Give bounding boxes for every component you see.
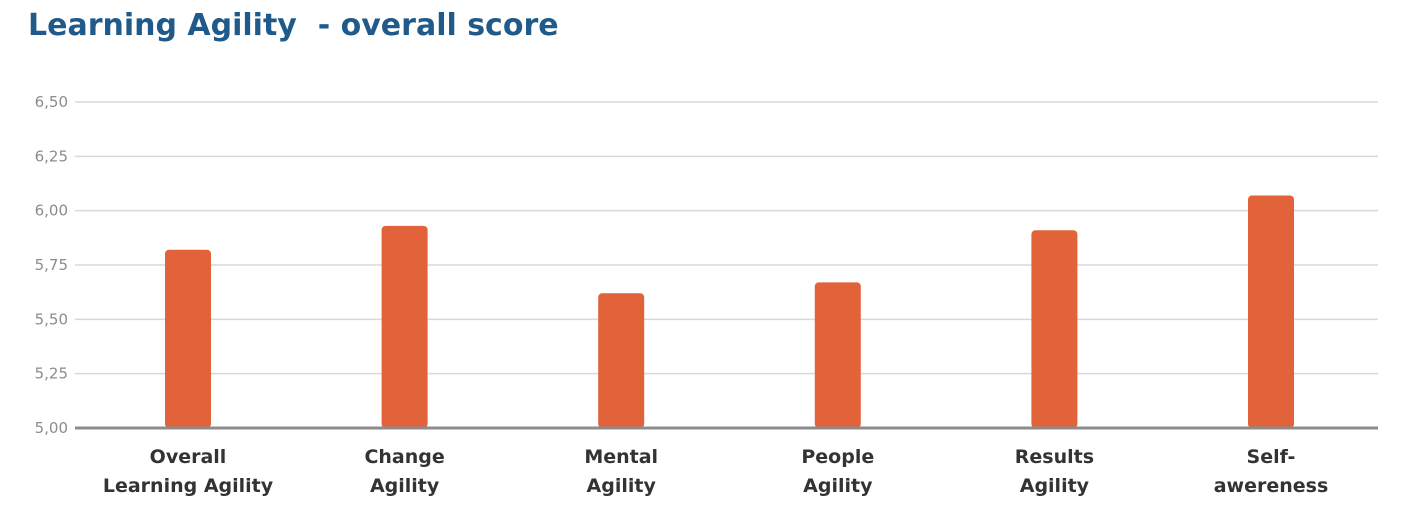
bars [165,195,1294,428]
x-category-label: Agility [370,475,440,497]
y-tick-label: 6,50 [35,93,68,111]
x-category-label: Agility [587,475,657,497]
bar [381,225,428,428]
x-category-label: Agility [1020,475,1090,497]
x-category-label: Agility [803,475,873,497]
x-category-label: Overall [150,446,227,468]
bar [1248,195,1294,428]
bar [165,249,211,428]
y-tick-label: 5,75 [35,256,68,274]
bar [1031,230,1078,428]
y-axis-ticks: 5,00 5,25 5,50 5,75 6,00 6,25 6,50 [35,93,68,437]
x-category-label: awereness [1214,475,1329,497]
x-category-label: Results [1015,446,1094,468]
y-tick-label: 5,25 [35,365,68,383]
x-category-label: Mental [584,446,658,468]
x-category-label: Self- [1247,446,1296,468]
chart-title: Learning Agility - overall score [28,8,559,43]
y-tick-label: 6,25 [35,147,68,165]
y-tick-label: 5,00 [35,419,68,437]
x-category-label: People [801,446,874,468]
x-category-label: Change [364,446,444,468]
x-axis-labels: Overall Learning Agility Change Agility Ment… [103,446,1328,497]
bar [814,282,861,428]
x-category-label: Learning Agility [103,475,274,497]
bar [598,293,645,428]
y-tick-label: 6,00 [35,202,68,220]
y-tick-label: 5,50 [35,310,68,328]
gridlines [75,101,1378,375]
